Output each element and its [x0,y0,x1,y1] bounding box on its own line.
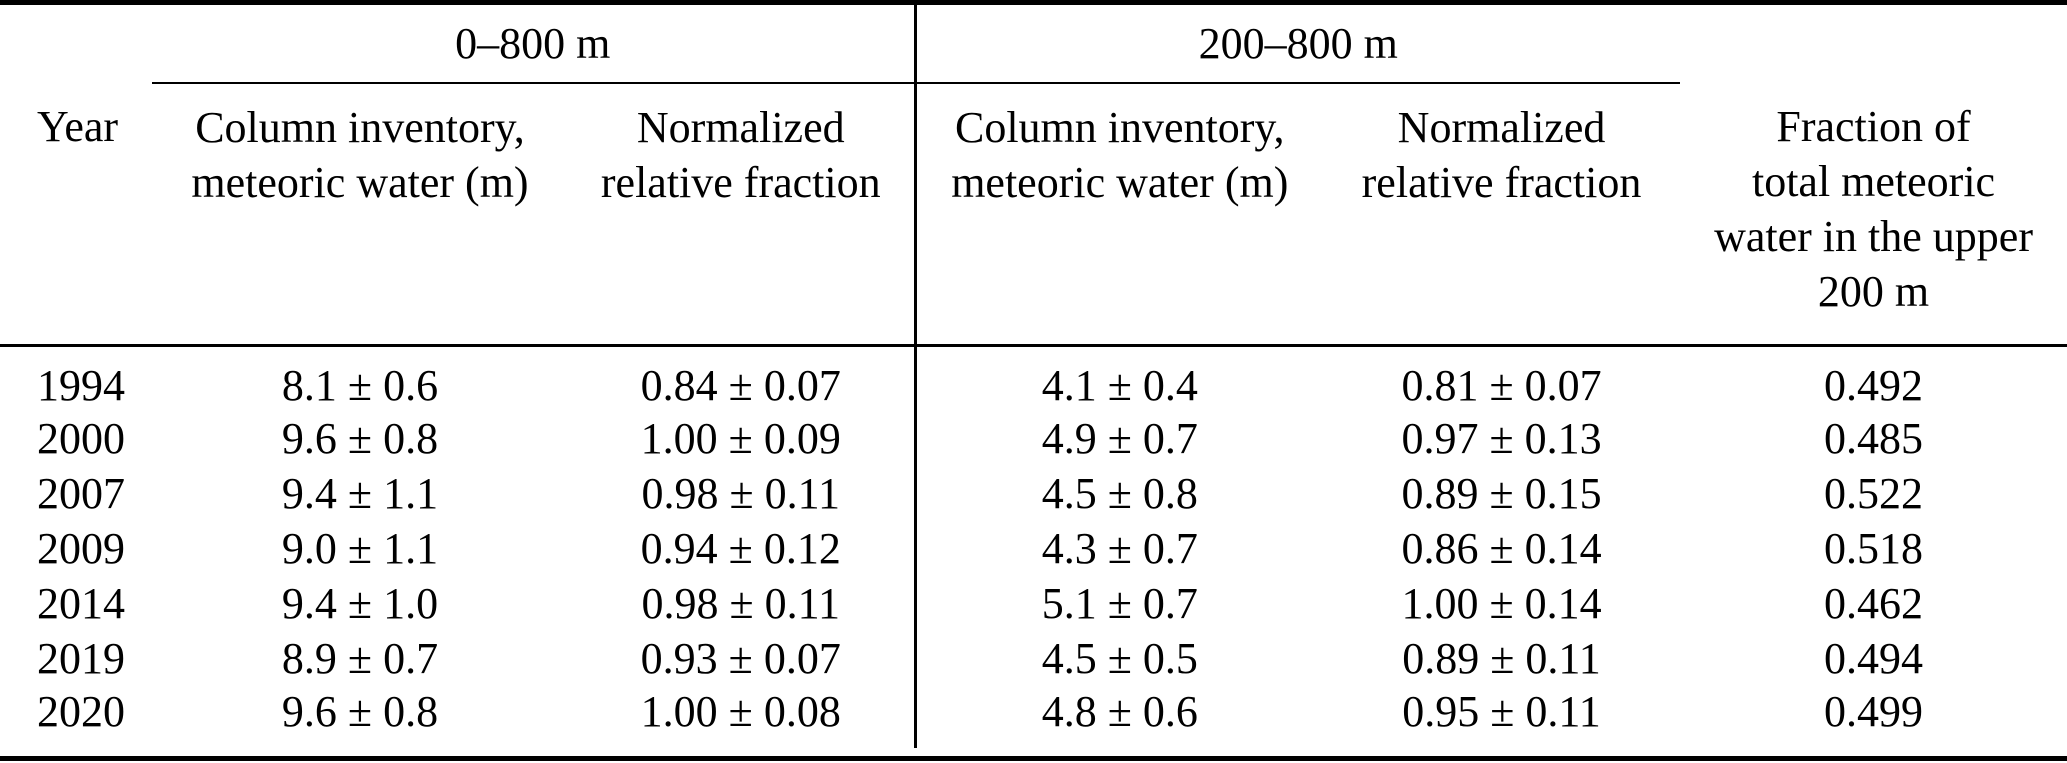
cell-normalized-0-800: 0.98 ± 0.11 [641,578,841,628]
cell-normalized-200-800: 0.89 ± 0.11 [1402,633,1601,683]
column-header-normalized-200-800: Normalized relative fraction [1323,83,1681,347]
cell-inventory-0-800: 9.0 ± 1.1 [281,523,439,573]
cell-fraction-upper-200m: 0.485 [1824,413,1924,463]
cell-inventory-200-800: 4.9 ± 0.7 [913,410,1324,466]
group-header-200-800m: 200–800 m [913,5,1681,84]
group-header-spacer-left [0,5,152,83]
group-header-0-800m: 0–800 m [152,5,916,84]
table-row-2007: 2007 9.4 ± 1.1 0.98 ± 0.11 4.5 ± 0.8 0.8… [0,465,2067,521]
cell-inventory-200-800: 4.3 ± 0.7 [913,520,1324,576]
column-header-inventory-0-800: Column inventory, meteoric water (m) [152,83,568,347]
cell-inventory-0-800: 9.6 ± 0.8 [281,413,439,463]
table-row-1994: 1994 8.1 ± 0.6 0.84 ± 0.07 4.1 ± 0.4 0.8… [0,345,2067,411]
cell-fraction-upper-200m: 0.518 [1824,523,1924,573]
cell-normalized-200-800: 1.00 ± 0.14 [1401,578,1602,628]
column-header-row: Year Column inventory, meteoric water (m… [0,83,2067,347]
cell-inventory-200-800: 4.8 ± 0.6 [913,685,1324,748]
cell-inventory-0-800: 8.1 ± 0.6 [281,360,439,410]
column-header-label: Column inventory, [195,103,525,152]
cell-normalized-0-800: 0.98 ± 0.11 [641,468,841,518]
column-header-year: Year [0,83,152,347]
column-header-label: meteoric water (m) [951,158,1289,207]
column-header-label: meteoric water (m) [191,158,529,207]
table-row-2000: 2000 9.6 ± 0.8 1.00 ± 0.09 4.9 ± 0.7 0.9… [0,410,2067,466]
cell-year: 2020 [37,686,125,736]
table-row-2019: 2019 8.9 ± 0.7 0.93 ± 0.07 4.5 ± 0.5 0.8… [0,630,2067,686]
cell-normalized-0-800: 1.00 ± 0.09 [640,413,841,463]
cell-inventory-200-800: 4.1 ± 0.4 [913,345,1324,411]
cell-normalized-0-800: 1.00 ± 0.08 [640,686,841,736]
cell-inventory-0-800: 9.4 ± 1.1 [281,468,439,518]
column-header-label: water in the upper [1714,212,2033,261]
cell-normalized-0-800: 0.84 ± 0.07 [640,360,841,410]
table-row-2020: 2020 9.6 ± 0.8 1.00 ± 0.08 4.8 ± 0.6 0.9… [0,685,2067,748]
cell-inventory-0-800: 9.6 ± 0.8 [281,686,439,736]
column-header-label: relative fraction [1361,158,1642,207]
column-header-label: Year [37,102,119,151]
group-header-spacer-right [1680,5,2067,83]
cell-fraction-upper-200m: 0.462 [1824,578,1924,628]
cell-inventory-200-800: 4.5 ± 0.5 [913,630,1324,686]
table-row-2014: 2014 9.4 ± 1.0 0.98 ± 0.11 5.1 ± 0.7 1.0… [0,575,2067,631]
column-header-normalized-0-800: Normalized relative fraction [568,83,916,347]
cell-inventory-0-800: 9.4 ± 1.0 [281,578,439,628]
column-header-inventory-200-800: Column inventory, meteoric water (m) [913,83,1324,347]
cell-normalized-200-800: 0.95 ± 0.11 [1402,686,1601,736]
column-header-label: 200 m [1817,267,1930,316]
table-bottom-rule [0,756,2067,761]
cell-normalized-200-800: 0.86 ± 0.14 [1401,523,1602,573]
cell-normalized-200-800: 0.81 ± 0.07 [1401,360,1602,410]
cell-year: 1994 [37,360,125,410]
column-header-label: Normalized [636,103,845,152]
column-header-label: Column inventory, [954,103,1285,152]
table-top-rule [0,0,2067,5]
column-header-label: relative fraction [600,158,881,207]
meteoric-water-table: 0–800 m 200–800 m Year Column inventory,… [0,5,2067,748]
cell-fraction-upper-200m: 0.522 [1824,468,1924,518]
cell-year: 2014 [37,578,125,628]
cell-inventory-200-800: 5.1 ± 0.7 [913,575,1324,631]
cell-normalized-0-800: 0.94 ± 0.12 [640,523,841,573]
column-header-label: Fraction of [1776,102,1971,151]
cell-year: 2019 [37,633,125,683]
group-header-row: 0–800 m 200–800 m [0,5,2067,84]
cell-fraction-upper-200m: 0.499 [1824,686,1924,736]
cell-inventory-200-800: 4.5 ± 0.8 [913,465,1324,521]
cell-normalized-0-800: 0.93 ± 0.07 [640,633,841,683]
table-row-2009: 2009 9.0 ± 1.1 0.94 ± 0.12 4.3 ± 0.7 0.8… [0,520,2067,576]
cell-year: 2000 [37,413,125,463]
cell-normalized-200-800: 0.97 ± 0.13 [1401,413,1602,463]
column-header-label: total meteoric [1751,157,1996,206]
cell-normalized-200-800: 0.89 ± 0.15 [1401,468,1602,518]
column-header-label: Normalized [1397,103,1606,152]
cell-year: 2009 [37,523,125,573]
cell-year: 2007 [37,468,125,518]
cell-fraction-upper-200m: 0.492 [1824,360,1924,410]
cell-fraction-upper-200m: 0.494 [1824,633,1924,683]
column-header-fraction-upper-200m: Fraction of total meteoric water in the … [1680,83,2067,347]
cell-inventory-0-800: 8.9 ± 0.7 [281,633,439,683]
